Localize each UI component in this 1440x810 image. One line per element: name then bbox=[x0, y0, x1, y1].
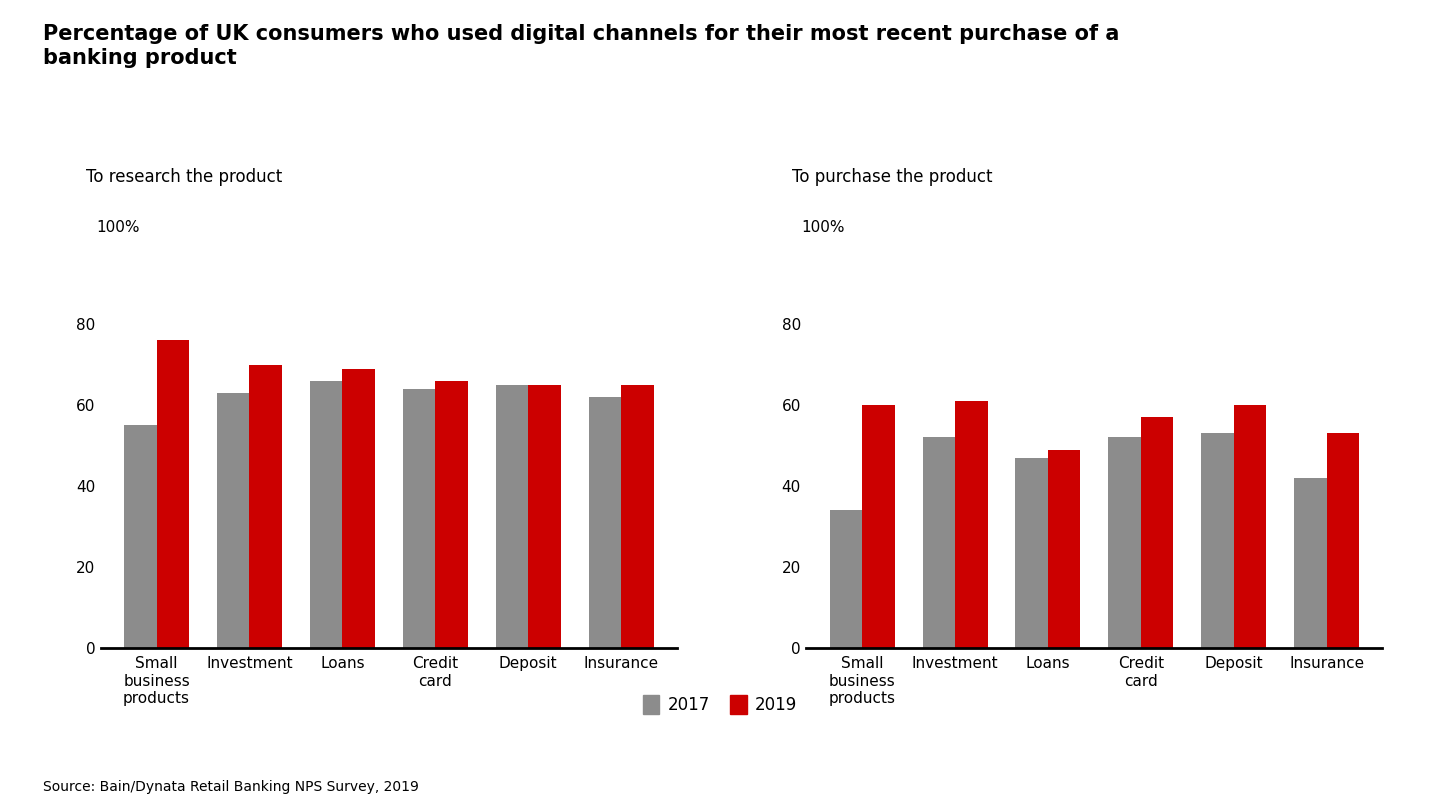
Text: Percentage of UK consumers who used digital channels for their most recent purch: Percentage of UK consumers who used digi… bbox=[43, 24, 1119, 67]
Bar bbox=[495, 385, 528, 648]
Bar bbox=[157, 340, 189, 648]
Text: 100%: 100% bbox=[802, 220, 845, 235]
Bar bbox=[621, 385, 654, 648]
Bar bbox=[343, 369, 374, 648]
Bar bbox=[1201, 433, 1234, 648]
Bar bbox=[1015, 458, 1048, 648]
Text: To research the product: To research the product bbox=[86, 168, 282, 186]
Bar bbox=[1326, 433, 1359, 648]
Bar bbox=[863, 405, 894, 648]
Bar bbox=[528, 385, 560, 648]
Text: Source: Bain/Dynata Retail Banking NPS Survey, 2019: Source: Bain/Dynata Retail Banking NPS S… bbox=[43, 780, 419, 794]
Bar bbox=[1295, 478, 1326, 648]
Text: 100%: 100% bbox=[96, 220, 140, 235]
Bar bbox=[217, 393, 249, 648]
Bar bbox=[829, 510, 863, 648]
Bar bbox=[1109, 437, 1140, 648]
Bar bbox=[1140, 417, 1174, 648]
Bar bbox=[1048, 450, 1080, 648]
Legend: 2017, 2019: 2017, 2019 bbox=[636, 688, 804, 721]
Bar bbox=[124, 425, 157, 648]
Bar bbox=[1234, 405, 1266, 648]
Bar bbox=[923, 437, 955, 648]
Bar bbox=[249, 364, 282, 648]
Bar bbox=[310, 381, 343, 648]
Bar bbox=[403, 389, 435, 648]
Text: To purchase the product: To purchase the product bbox=[792, 168, 992, 186]
Bar bbox=[589, 397, 621, 648]
Bar bbox=[955, 401, 988, 648]
Bar bbox=[435, 381, 468, 648]
